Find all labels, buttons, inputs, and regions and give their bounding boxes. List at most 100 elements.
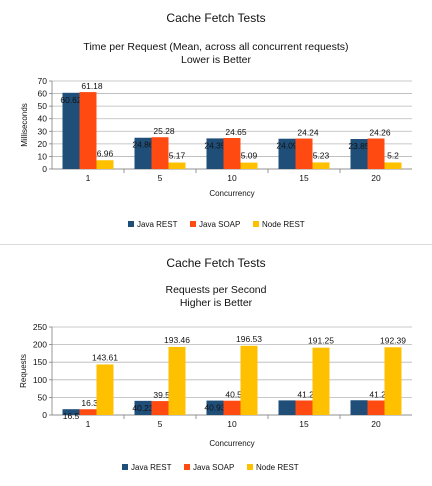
data-label: 192.39 — [380, 335, 406, 345]
x-tick-label: 20 — [371, 419, 381, 429]
chart-title: Cache Fetch Tests — [166, 11, 265, 25]
bar-java-rest — [350, 139, 368, 169]
chart-time-per-request: Cache Fetch Tests Time per Request (Mean,… — [20, 11, 412, 229]
legend-swatch — [247, 464, 253, 470]
y-tick-label: 150 — [33, 357, 47, 367]
y-tick-label: 100 — [33, 375, 47, 385]
legend-label: Java SOAP — [199, 220, 240, 229]
data-label: 5.09 — [241, 151, 258, 161]
data-label: 24.09 — [276, 141, 298, 151]
legend-swatch — [184, 464, 190, 470]
x-tick-label: 20 — [371, 173, 381, 183]
data-label: 60.62 — [60, 95, 82, 105]
legend-swatch — [190, 221, 196, 227]
legend-swatch — [122, 464, 128, 470]
data-label: 23.85 — [348, 141, 370, 151]
y-axis-label: Requests — [19, 354, 28, 388]
bar-node-rest — [312, 162, 330, 169]
x-axis-label: Concurrency — [209, 189, 254, 198]
data-label: 40.93 — [204, 403, 226, 413]
bar-node-rest — [96, 364, 114, 415]
y-axis-label: Milliseconds — [20, 103, 29, 147]
y-tick-label: 60 — [38, 89, 48, 99]
bar-node-rest — [384, 162, 402, 169]
data-label: 16.5 — [63, 411, 80, 421]
x-axis-label: Concurrency — [209, 439, 254, 448]
data-label: 5.23 — [313, 150, 330, 160]
bar-java-soap — [367, 400, 385, 415]
bar-java-rest — [134, 400, 152, 415]
bar-java-soap — [79, 92, 97, 169]
bar-java-rest — [134, 137, 152, 169]
data-label: 24.86 — [132, 140, 154, 150]
bar-java-rest — [206, 400, 224, 415]
bar-java-soap — [295, 138, 313, 169]
chart-panel-requests-per-second: Cache Fetch Tests Requests per Second High… — [0, 244, 432, 486]
data-label: 191.25 — [308, 336, 334, 346]
data-label: 40.57 — [225, 390, 247, 400]
bar-node-rest — [168, 162, 186, 169]
x-tick-label: 1 — [86, 419, 91, 429]
x-tick-label: 15 — [299, 419, 309, 429]
data-label: 16.35 — [81, 398, 103, 408]
bar-node-rest — [240, 162, 258, 169]
y-tick-label: 70 — [38, 76, 48, 86]
y-tick-label: 50 — [38, 101, 48, 111]
legend-swatch — [128, 221, 134, 227]
data-label: 39.56 — [153, 390, 175, 400]
chart-subtitle: Requests per Second — [166, 284, 267, 296]
y-tick-label: 0 — [42, 164, 47, 174]
data-label: 5.2 — [387, 150, 399, 160]
data-label: 61.18 — [81, 81, 103, 91]
data-label: 143.61 — [92, 352, 118, 362]
chart-subtitle: Time per Request (Mean, across all concu… — [83, 41, 348, 53]
y-tick-label: 10 — [38, 151, 48, 161]
legend-label: Java REST — [137, 220, 178, 229]
y-tick-label: 0 — [42, 410, 47, 420]
y-tick-label: 50 — [38, 392, 48, 402]
bar-node-rest — [240, 345, 258, 415]
x-tick-label: 15 — [299, 173, 309, 183]
bar-node-rest — [168, 346, 186, 415]
chart-subtitle: Higher is Better — [180, 297, 253, 309]
chart-title: Cache Fetch Tests — [166, 256, 265, 270]
bar-node-rest — [384, 347, 402, 415]
data-label: 24.24 — [297, 128, 319, 138]
legend-label: Java REST — [131, 463, 172, 472]
y-tick-label: 40 — [38, 114, 48, 124]
data-label: 196.53 — [236, 334, 262, 344]
x-tick-label: 1 — [86, 173, 91, 183]
y-tick-label: 30 — [38, 126, 48, 136]
data-label: 5.17 — [169, 151, 186, 161]
bar-java-soap — [295, 400, 313, 415]
chart-panel-time-per-request: Cache Fetch Tests Time per Request (Mean,… — [0, 0, 432, 240]
legend-swatch — [253, 221, 259, 227]
x-tick-label: 5 — [158, 173, 163, 183]
bar-java-soap — [223, 138, 241, 169]
bar-java-rest — [62, 409, 80, 415]
legend-label: Java SOAP — [193, 463, 234, 472]
bar-java-rest — [278, 138, 296, 169]
bar-java-soap — [367, 138, 385, 169]
x-tick-label: 10 — [227, 419, 237, 429]
chart-requests-per-second: Cache Fetch Tests Requests per SecondHigh… — [19, 256, 412, 472]
data-label: 24.65 — [225, 127, 247, 137]
bar-java-rest — [350, 400, 368, 415]
data-label: 41.26 — [297, 389, 319, 399]
bar-java-rest — [206, 138, 224, 169]
bar-java-soap — [151, 401, 169, 415]
data-label: 25.28 — [153, 126, 175, 136]
bar-java-rest — [278, 400, 296, 415]
data-label: 24.26 — [369, 128, 391, 138]
x-tick-label: 10 — [227, 173, 237, 183]
y-tick-label: 20 — [38, 139, 48, 149]
y-tick-label: 200 — [33, 340, 47, 350]
bar-java-soap — [151, 137, 169, 169]
x-tick-label: 5 — [158, 419, 163, 429]
data-label: 41.22 — [369, 389, 391, 399]
data-label: 40.23 — [132, 403, 154, 413]
bar-java-rest — [62, 92, 80, 169]
chart-subtitle: Lower is Better — [181, 54, 252, 66]
bar-node-rest — [96, 160, 114, 169]
bar-node-rest — [312, 347, 330, 415]
